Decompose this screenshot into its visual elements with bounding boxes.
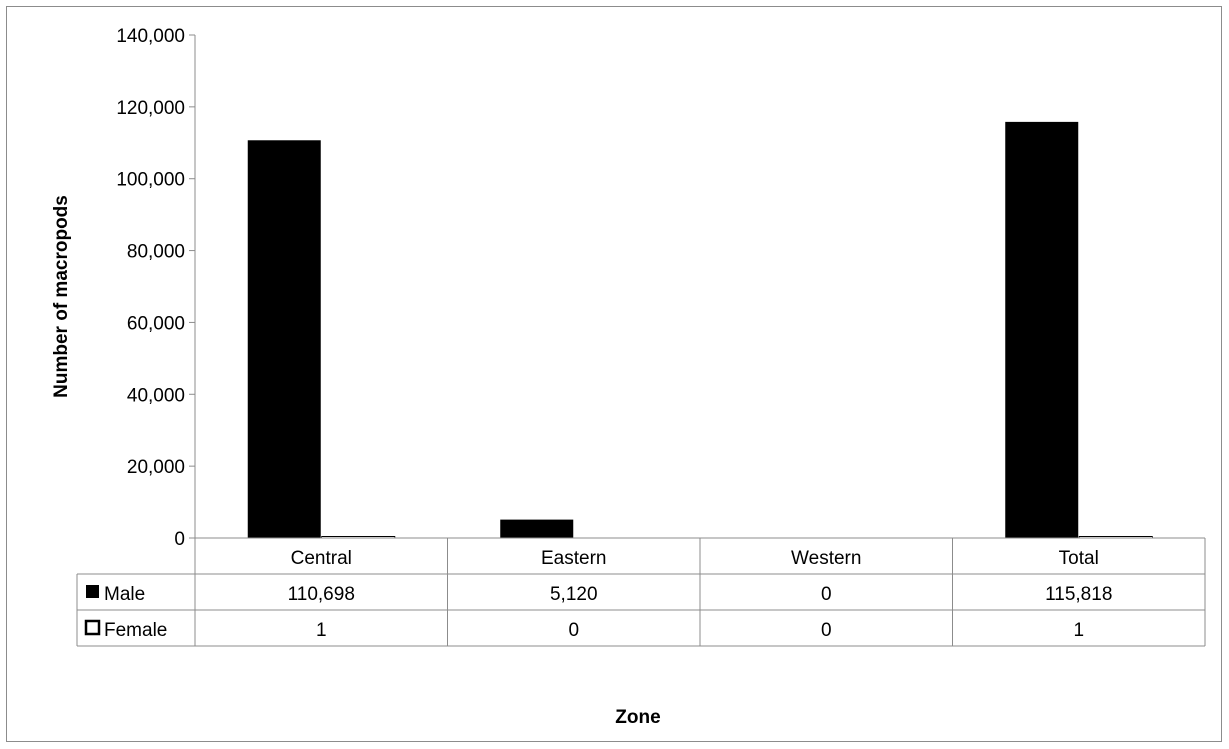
legend-marker-male — [86, 585, 99, 598]
table-cell: 1 — [1073, 620, 1084, 641]
legend-label: Female — [104, 620, 167, 641]
legend-label: Male — [104, 584, 145, 605]
category-label: Central — [291, 548, 352, 569]
bar-male-central — [247, 140, 321, 538]
y-tick-label: 140,000 — [116, 26, 185, 47]
category-label: Eastern — [541, 548, 606, 569]
y-tick-label: 60,000 — [127, 313, 185, 334]
table-cell: 0 — [821, 584, 832, 605]
y-axis-title: Number of macropods — [51, 195, 72, 398]
table-cell: 115,818 — [1045, 584, 1112, 605]
y-tick-label: 40,000 — [127, 385, 185, 406]
table-cell: 5,120 — [550, 584, 598, 605]
y-tick-label: 100,000 — [116, 170, 185, 191]
y-tick-label: 120,000 — [116, 98, 185, 119]
table-cell: 0 — [821, 620, 832, 641]
legend-marker-female — [84, 619, 101, 636]
table-cell: 110,698 — [288, 584, 355, 605]
bar-male-total — [1005, 121, 1079, 538]
y-tick-label: 0 — [174, 529, 185, 550]
x-axis-title: Zone — [615, 707, 660, 728]
y-tick-label: 80,000 — [127, 242, 185, 263]
table-cell: 0 — [568, 620, 579, 641]
table-cell: 1 — [316, 620, 327, 641]
category-label: Total — [1059, 548, 1099, 569]
category-label: Western — [791, 548, 861, 569]
y-tick-label: 20,000 — [127, 457, 185, 478]
bar-male-eastern — [500, 519, 574, 538]
